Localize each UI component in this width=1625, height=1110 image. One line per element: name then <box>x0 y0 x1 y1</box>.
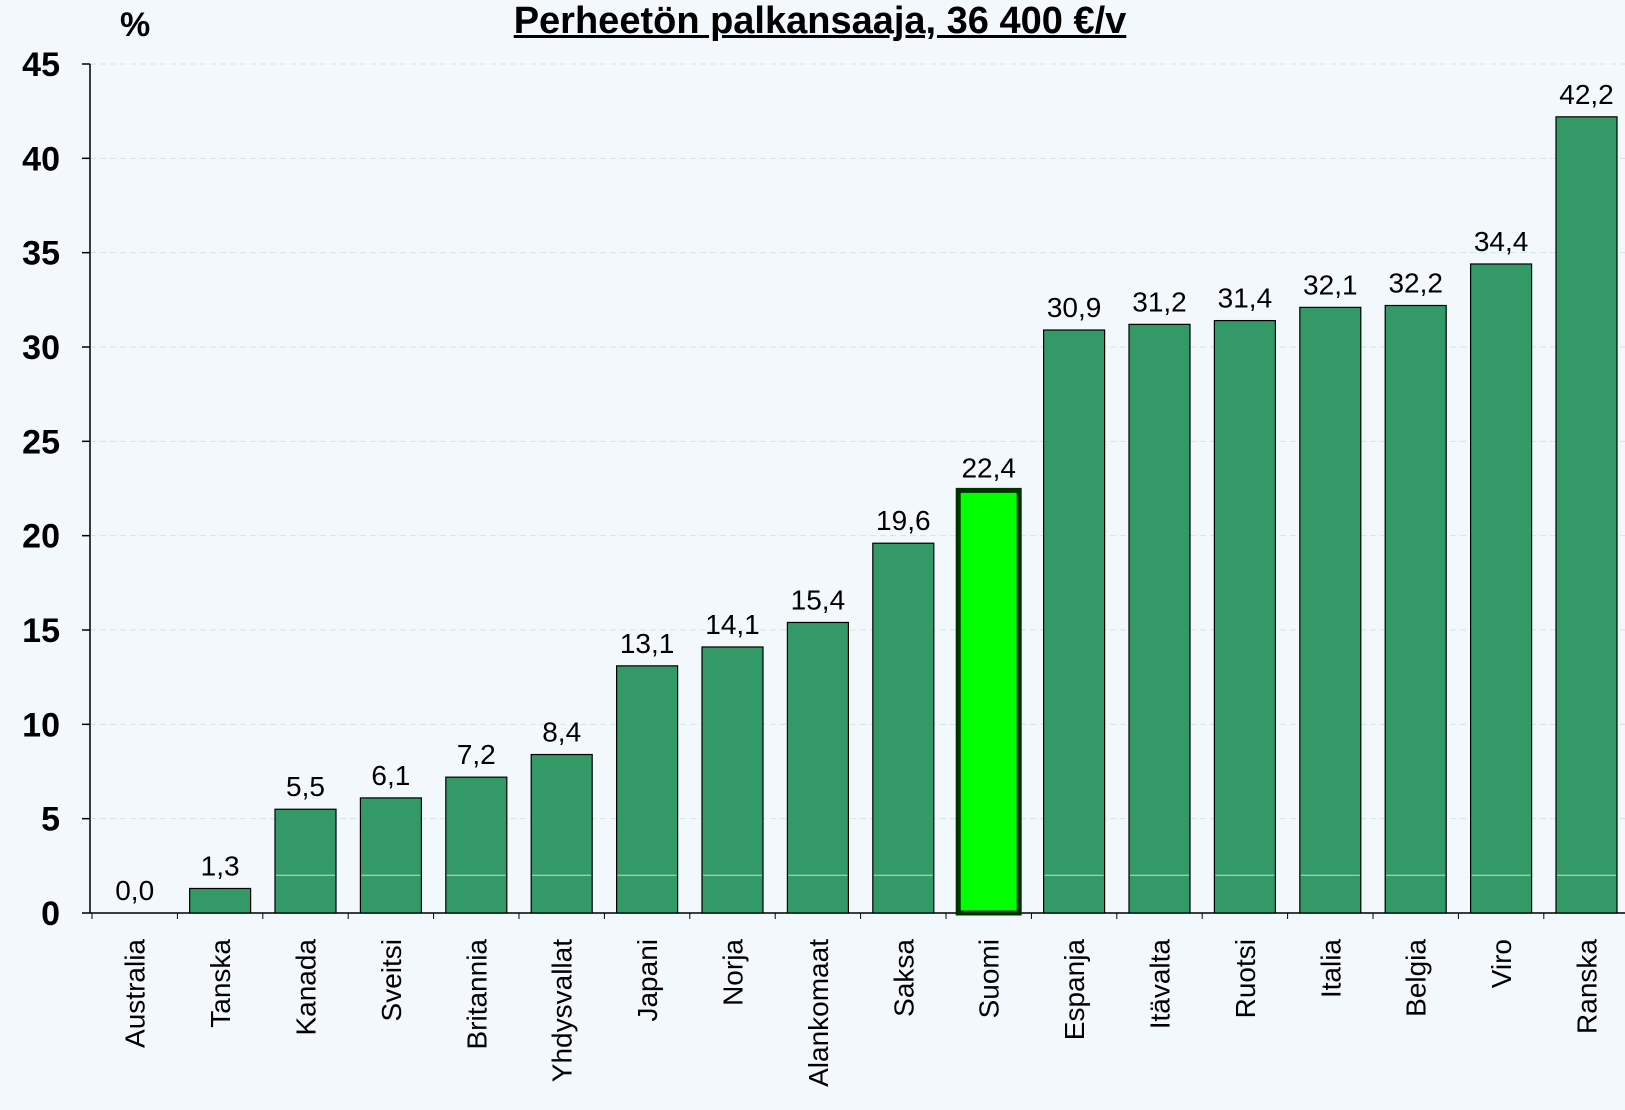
x-tick-label: Yhdysvallat <box>547 939 578 1082</box>
data-label: 19,6 <box>876 505 931 536</box>
y-tick-label: 15 <box>22 612 60 650</box>
bar <box>359 797 422 914</box>
data-label: 31,2 <box>1132 286 1187 317</box>
chart-title: Perheetön palkansaaja, 36 400 €/v <box>513 0 1127 42</box>
x-tick-label: Saksa <box>888 939 919 1017</box>
data-label: 1,3 <box>201 850 240 881</box>
y-tick-label: 40 <box>22 140 60 178</box>
data-label: 22,4 <box>961 452 1016 483</box>
x-tick-label: Espanja <box>1059 939 1090 1041</box>
data-label: 5,5 <box>286 771 325 802</box>
x-tick-label: Itävalta <box>1145 939 1176 1030</box>
data-label: 34,4 <box>1474 226 1529 257</box>
bar <box>1042 329 1106 914</box>
x-tick-label: Alankomaat <box>803 939 834 1087</box>
bar <box>786 621 850 914</box>
bar <box>1299 306 1362 914</box>
bar <box>274 808 337 914</box>
x-tick-label: Japani <box>632 939 663 1022</box>
y-tick-label: 10 <box>22 706 60 744</box>
data-label: 30,9 <box>1047 292 1102 323</box>
bar <box>1128 323 1191 914</box>
y-tick-label: 0 <box>41 895 60 933</box>
y-tick-label: 5 <box>41 801 60 839</box>
data-label: 15,4 <box>791 584 846 615</box>
data-label: 32,2 <box>1388 267 1443 298</box>
data-label: 42,2 <box>1559 79 1614 110</box>
bar <box>189 887 252 914</box>
y-tick-label: 45 <box>22 46 60 84</box>
bar <box>530 753 593 914</box>
y-axis-label: % <box>120 6 151 44</box>
data-label: 32,1 <box>1303 269 1358 300</box>
data-label: 8,4 <box>542 717 581 748</box>
bar <box>872 542 935 914</box>
bar <box>1213 319 1277 914</box>
x-tick-label: Belgia <box>1401 939 1432 1017</box>
bar <box>1384 304 1447 914</box>
data-label: 14,1 <box>705 609 760 640</box>
x-tick-label: Australia <box>120 939 151 1048</box>
x-tick-label: Ranska <box>1572 939 1603 1034</box>
bar <box>701 646 764 914</box>
bar-highlighted <box>955 487 1022 916</box>
x-tick-label: Britannia <box>461 939 492 1050</box>
y-tick-label: 25 <box>22 423 60 461</box>
x-tick-label: Norja <box>718 939 749 1006</box>
data-label: 6,1 <box>371 760 410 791</box>
bar <box>445 776 508 914</box>
x-tick-label: Kanada <box>291 939 322 1036</box>
y-tick-label: 20 <box>22 518 60 556</box>
bar <box>1555 116 1618 914</box>
data-label: 7,2 <box>457 739 496 770</box>
x-tick-label: Sveitsi <box>376 939 407 1021</box>
x-tick-label: Suomi <box>974 939 1005 1018</box>
x-tick-label: Italia <box>1315 939 1346 999</box>
y-tick-label: 30 <box>22 329 60 367</box>
data-label: 31,4 <box>1218 283 1273 314</box>
bar <box>615 665 679 914</box>
data-label: 13,1 <box>620 628 675 659</box>
data-label: 0,0 <box>115 875 154 906</box>
x-tick-label: Viro <box>1486 939 1517 988</box>
y-tick-label: 35 <box>22 235 60 273</box>
x-tick-label: Tanska <box>205 939 236 1028</box>
bar <box>1469 263 1533 914</box>
x-tick-label: Ruotsi <box>1230 939 1261 1018</box>
